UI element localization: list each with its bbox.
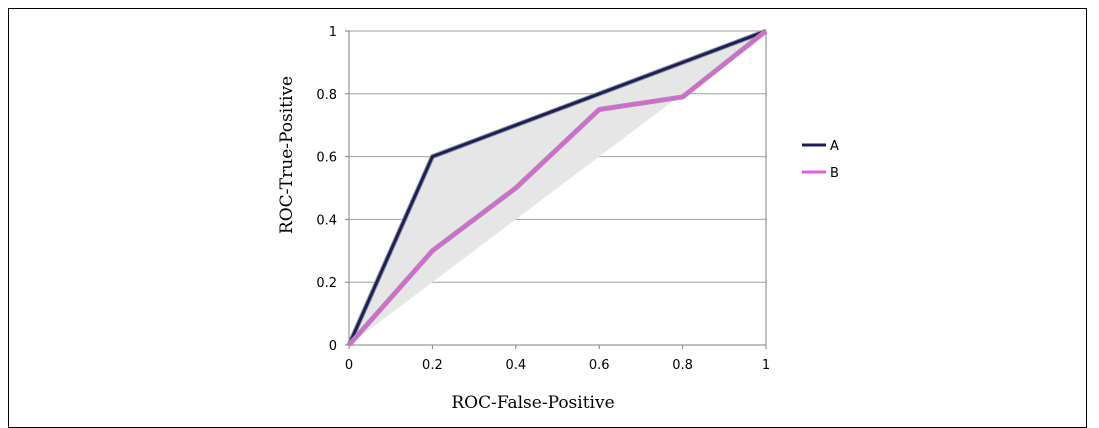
- y-tick-label: 0.6: [316, 151, 337, 166]
- y-tick-label: 0.4: [316, 213, 337, 228]
- y-tick-labels: 0 0.2 0.4 0.6 0.8 1: [316, 25, 337, 354]
- x-tick-label: 0.4: [505, 358, 526, 373]
- x-tick-label: 1: [762, 358, 770, 373]
- x-tick-label: 0.2: [422, 358, 443, 373]
- y-tick-label: 0.2: [316, 276, 337, 291]
- y-tick-label: 1: [329, 25, 337, 40]
- legend-label-b: B: [830, 166, 839, 181]
- x-axis-title: ROC-False-Positive: [451, 393, 614, 411]
- y-tick-label: 0.8: [316, 88, 337, 103]
- x-tick-labels: 0 0.2 0.4 0.6 0.8 1: [345, 358, 770, 373]
- legend-label-a: A: [830, 139, 839, 154]
- x-tick-label: 0: [345, 358, 353, 373]
- y-tick-label: 0: [329, 339, 337, 354]
- x-tick-label: 0.8: [672, 358, 693, 373]
- roc-chart: 0 0.2 0.4 0.6 0.8 1 0 0.2 0.4 0.6 0.8 1 ROC-False-…: [0, 0, 1099, 411]
- y-axis-title: ROC-True-Positive: [277, 76, 297, 234]
- x-tick-label: 0.6: [589, 358, 610, 373]
- legend: AB: [802, 139, 839, 181]
